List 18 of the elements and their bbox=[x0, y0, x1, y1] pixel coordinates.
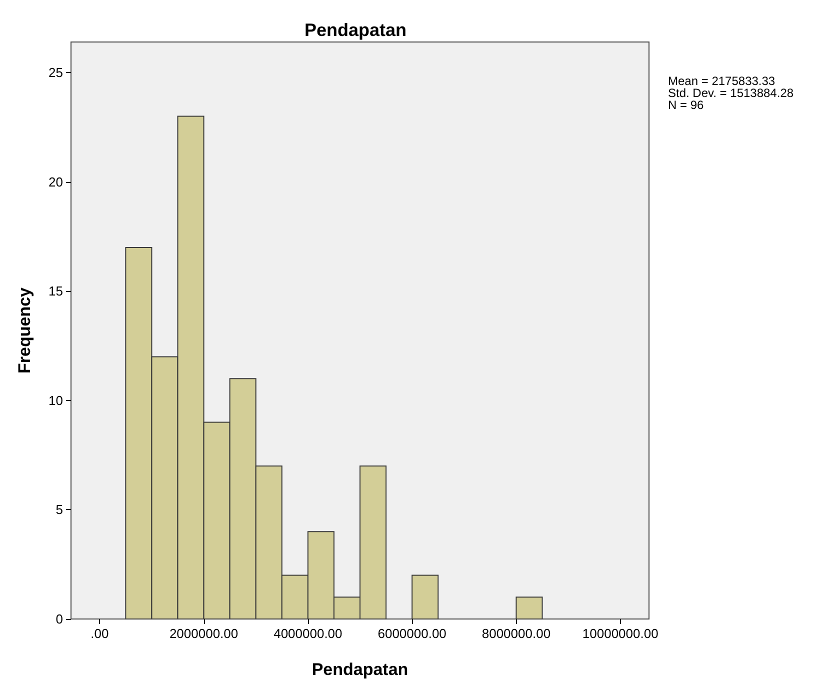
x-tick-label: 2000000.00 bbox=[169, 626, 238, 641]
y-tick-label: 25 bbox=[48, 65, 63, 80]
y-tick-label: 10 bbox=[48, 392, 63, 408]
x-tick-label: .00 bbox=[90, 626, 109, 641]
text: Mean = 2175833.33 bbox=[668, 74, 776, 88]
y-axis-title: Frequency bbox=[15, 286, 34, 374]
y-tick-label: 20 bbox=[48, 174, 63, 190]
y-tick-label: 5 bbox=[56, 502, 63, 518]
y-tick-label: 15 bbox=[48, 284, 63, 299]
text: Std. Dev. = 1513884.28 bbox=[668, 86, 794, 100]
text: N = 96 bbox=[668, 98, 704, 112]
x-tick-label: 6000000.00 bbox=[378, 626, 446, 641]
y-tick-label: 0 bbox=[56, 612, 63, 626]
x-axis-title: Pendapatan bbox=[312, 660, 408, 679]
chart-title: Pendapatan bbox=[304, 20, 407, 40]
x-tick-label: 10000000.00 bbox=[582, 626, 658, 641]
x-tick-label: 4000000.00 bbox=[274, 626, 342, 641]
x-tick-label: 8000000.00 bbox=[482, 626, 551, 641]
